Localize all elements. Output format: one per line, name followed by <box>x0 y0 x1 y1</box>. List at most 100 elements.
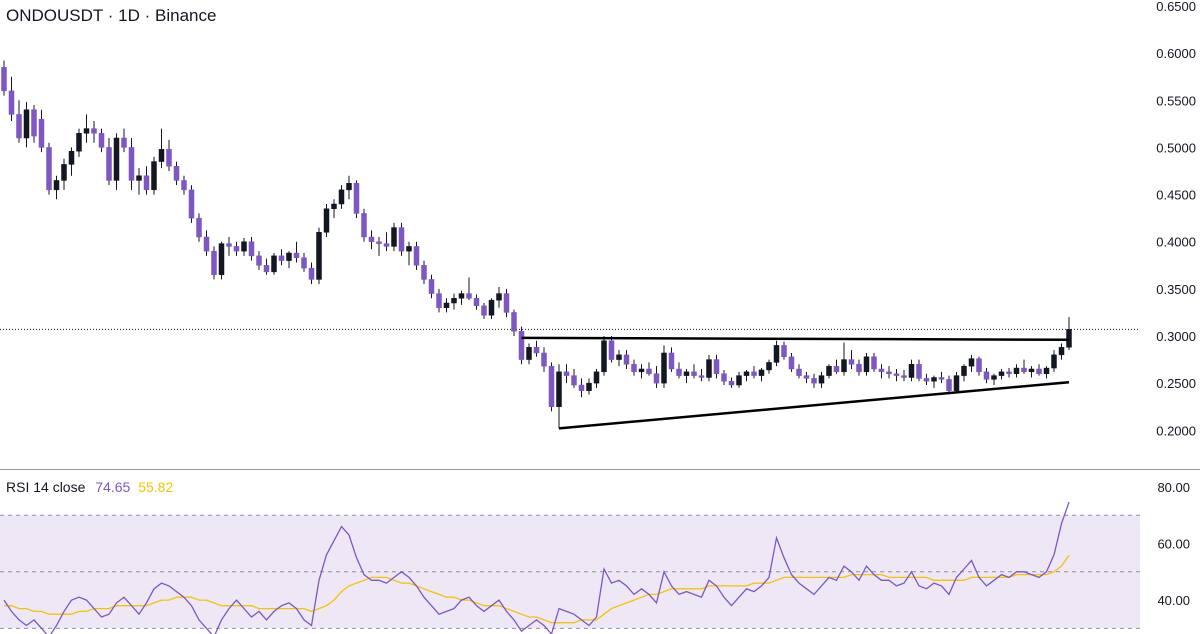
candle[interactable] <box>301 253 307 272</box>
candle[interactable] <box>466 277 472 301</box>
candle[interactable] <box>173 161 180 186</box>
candle[interactable] <box>848 350 855 369</box>
candle[interactable] <box>526 343 532 365</box>
candle[interactable] <box>556 364 562 429</box>
candle[interactable] <box>338 185 345 209</box>
candle[interactable] <box>481 303 487 320</box>
candle[interactable] <box>1021 359 1027 374</box>
candle[interactable] <box>61 158 67 190</box>
candle[interactable] <box>121 128 127 153</box>
candle[interactable] <box>181 175 187 195</box>
candle[interactable] <box>826 364 832 379</box>
candle[interactable] <box>976 356 982 376</box>
candle[interactable] <box>893 369 900 382</box>
candle[interactable] <box>1066 317 1072 351</box>
candle[interactable] <box>136 168 142 195</box>
candle[interactable] <box>391 222 397 252</box>
candle[interactable] <box>653 366 660 388</box>
candle[interactable] <box>413 241 420 270</box>
candle[interactable] <box>511 309 517 336</box>
candle[interactable] <box>8 76 15 122</box>
candle[interactable] <box>346 175 352 200</box>
candle[interactable] <box>938 371 945 384</box>
candle[interactable] <box>736 371 742 388</box>
candle[interactable] <box>241 237 247 256</box>
candle[interactable] <box>871 352 877 372</box>
candle[interactable] <box>113 133 120 190</box>
candle[interactable] <box>953 371 960 393</box>
candle[interactable] <box>788 352 795 372</box>
candle[interactable] <box>143 166 150 195</box>
candle[interactable] <box>83 114 90 143</box>
candle[interactable] <box>676 362 682 379</box>
candle[interactable] <box>548 362 555 412</box>
candle[interactable] <box>38 109 45 153</box>
candle[interactable] <box>931 375 937 388</box>
candle[interactable] <box>1 60 7 96</box>
candle[interactable] <box>878 364 885 379</box>
candle[interactable] <box>53 175 60 200</box>
candle[interactable] <box>16 100 22 143</box>
candle[interactable] <box>23 102 30 148</box>
candle[interactable] <box>1013 364 1020 378</box>
candle[interactable] <box>991 373 997 386</box>
candle[interactable] <box>218 241 225 280</box>
candle[interactable] <box>601 336 607 376</box>
candle[interactable] <box>196 213 202 242</box>
candle[interactable] <box>818 371 825 388</box>
candle[interactable] <box>166 139 172 171</box>
candle[interactable] <box>271 253 277 275</box>
candle[interactable] <box>1058 343 1065 360</box>
candle[interactable] <box>616 350 622 367</box>
candle[interactable] <box>901 369 907 382</box>
candle[interactable] <box>106 138 112 186</box>
candle[interactable] <box>1036 364 1042 376</box>
candle[interactable] <box>233 241 240 256</box>
candle[interactable] <box>496 286 502 308</box>
candle[interactable] <box>946 375 952 395</box>
candle[interactable] <box>331 199 337 219</box>
candle[interactable] <box>46 142 52 195</box>
candle[interactable] <box>766 359 772 374</box>
candle[interactable] <box>308 262 315 285</box>
candle[interactable] <box>458 290 465 305</box>
candle[interactable] <box>91 121 97 143</box>
candle[interactable] <box>151 156 157 195</box>
candle[interactable] <box>803 371 810 384</box>
candle[interactable] <box>211 246 217 280</box>
candle[interactable] <box>811 373 817 388</box>
candle[interactable] <box>631 359 637 376</box>
candle[interactable] <box>608 336 615 363</box>
candle[interactable] <box>593 369 600 388</box>
candle[interactable] <box>563 364 570 384</box>
candle[interactable] <box>796 364 802 379</box>
candle[interactable] <box>751 366 757 379</box>
candle[interactable] <box>286 251 292 269</box>
candle[interactable] <box>398 222 405 256</box>
candle[interactable] <box>706 354 712 382</box>
candle[interactable] <box>998 369 1005 380</box>
candle[interactable] <box>518 326 525 365</box>
candle[interactable] <box>443 298 450 313</box>
candle[interactable] <box>188 185 195 223</box>
candle[interactable] <box>203 230 210 256</box>
candle[interactable] <box>488 298 495 320</box>
candle[interactable] <box>743 369 750 382</box>
candle[interactable] <box>841 342 847 376</box>
candle[interactable] <box>406 241 412 266</box>
candle[interactable] <box>278 249 285 266</box>
candle[interactable] <box>916 359 922 382</box>
candle[interactable] <box>721 369 727 386</box>
candle[interactable] <box>158 128 165 169</box>
rsi-pane[interactable]: 80.00 60.00 40.00 <box>0 480 1190 634</box>
resistance-trendline[interactable] <box>521 336 1070 342</box>
candle[interactable] <box>323 204 330 237</box>
candle[interactable] <box>361 208 367 242</box>
candle[interactable] <box>428 274 435 299</box>
candle[interactable] <box>961 364 967 382</box>
candle[interactable] <box>368 230 375 250</box>
candle[interactable] <box>293 241 300 263</box>
candle[interactable] <box>1051 350 1057 372</box>
candle[interactable] <box>473 294 480 310</box>
